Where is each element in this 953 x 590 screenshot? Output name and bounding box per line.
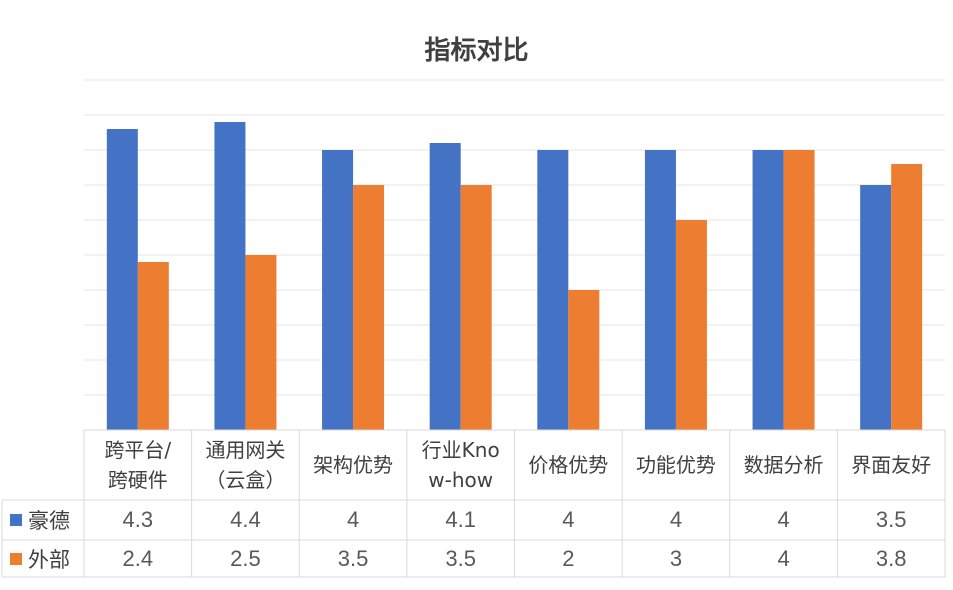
bar-series-1 [860, 185, 892, 430]
data-value-label: 2.5 [230, 545, 261, 571]
legend-swatch [10, 514, 22, 526]
bar-series-1 [214, 122, 246, 430]
data-value-label: 3.5 [445, 545, 476, 571]
legend-label: 豪德 [28, 509, 70, 533]
category-label: 行业Kno w-how [407, 430, 515, 500]
data-value-label: 4 [562, 507, 575, 532]
category-label: 通用网关 （云盒） [192, 430, 300, 500]
bar-series-1 [644, 150, 676, 430]
category-label-line: 界面友好 [851, 453, 932, 477]
data-value-label: 2 [562, 545, 575, 571]
data-value-label: 4.4 [230, 507, 261, 532]
bar-series-1 [537, 150, 569, 430]
bar-series-1 [752, 150, 784, 430]
bar-series-2 [783, 150, 815, 430]
legend-label: 外部 [28, 547, 70, 572]
category-label-line: 数据分析 [743, 453, 824, 477]
legend-item: 外部 [10, 540, 70, 577]
data-value-label: 3.5 [337, 545, 369, 571]
data-value-label: 3 [669, 545, 683, 571]
bar-series-1 [429, 143, 461, 430]
data-value-label: 4.1 [445, 507, 476, 532]
bar-series-2 [353, 185, 385, 430]
bar-series-2 [568, 290, 600, 430]
data-value-label: 4 [777, 545, 790, 571]
bar-series-1 [106, 129, 138, 430]
data-value-label: 4.3 [122, 507, 154, 532]
category-label: 架构优势 [299, 430, 407, 500]
category-label-line: w-how [428, 468, 494, 492]
category-label: 界面友好 [837, 430, 945, 500]
legend-item: 豪德 [10, 500, 70, 540]
bar-series-2 [675, 220, 707, 430]
data-value-label: 3.5 [875, 507, 907, 532]
category-label: 跨平台/跨硬件 [84, 430, 192, 500]
data-value-label: 3.8 [875, 545, 907, 571]
category-label-line: 跨平台/ [104, 438, 172, 462]
category-label-line: 行业Kno [421, 438, 500, 462]
bar-series-2 [137, 262, 169, 430]
category-label-line: 架构优势 [313, 453, 394, 477]
bar-series-2 [245, 255, 277, 430]
category-label: 数据分析 [730, 430, 838, 500]
category-label: 功能优势 [622, 430, 730, 500]
category-label: 价格优势 [515, 430, 623, 500]
bar-series-1 [322, 150, 354, 430]
data-value-label: 2.4 [122, 545, 154, 571]
category-label-line: 价格优势 [528, 453, 609, 477]
category-label-line: （云盒） [205, 468, 286, 492]
category-label-line: 通用网关 [205, 438, 286, 462]
data-value-label: 4 [777, 507, 790, 532]
bar-series-2 [460, 185, 492, 430]
legend-swatch [10, 552, 22, 565]
category-label-line: 跨硬件 [107, 468, 168, 492]
chart-title: 指标对比 [424, 36, 529, 66]
data-value-label: 4 [346, 507, 360, 532]
data-value-label: 4 [669, 507, 683, 532]
category-label-line: 功能优势 [635, 453, 716, 477]
bar-series-2 [891, 164, 923, 430]
